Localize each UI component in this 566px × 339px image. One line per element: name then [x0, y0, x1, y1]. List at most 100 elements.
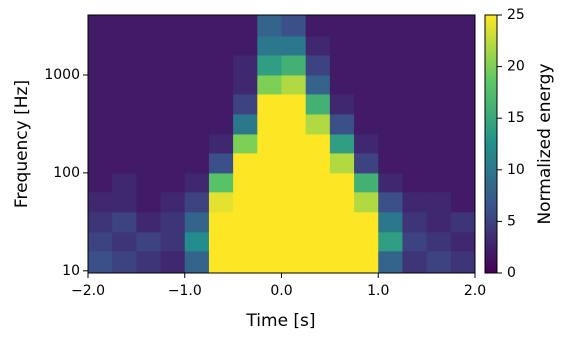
colorbar-tick-label: 10 [507, 162, 525, 178]
heatmap-cell [402, 211, 428, 233]
heatmap-cell [281, 133, 307, 154]
x-tick-label: 2.0 [464, 283, 486, 299]
heatmap-cell [281, 211, 307, 233]
heatmap-cell [160, 152, 186, 174]
heatmap-cell [112, 54, 137, 76]
heatmap-cell [426, 93, 452, 115]
heatmap-cell [426, 74, 452, 95]
heatmap-cell [354, 231, 379, 252]
heatmap-cell [88, 74, 113, 95]
heatmap-cell [426, 15, 452, 37]
colorbar-tick-label: 0 [507, 265, 516, 281]
heatmap-cell [402, 152, 428, 174]
heatmap-cell [450, 250, 476, 274]
heatmap-cell [233, 191, 258, 213]
heatmap-cell [233, 35, 258, 56]
heatmap-cell [402, 172, 428, 193]
heatmap-cell [378, 172, 403, 193]
heatmap-cell [208, 191, 234, 213]
heatmap-cell [136, 35, 162, 56]
heatmap-cell [184, 191, 210, 213]
heatmap-cell [184, 211, 210, 233]
heatmap-cell [450, 74, 476, 95]
heatmap-cell [160, 231, 186, 252]
heatmap-cell [136, 250, 162, 274]
heatmap-cell [257, 231, 282, 252]
heatmap-cell [160, 250, 186, 274]
heatmap-cell [402, 113, 428, 135]
heatmap-cell [184, 15, 210, 37]
heatmap-cell [184, 93, 210, 115]
heatmap-cell [160, 35, 186, 56]
heatmap-cell [112, 211, 137, 233]
heatmap-cell [136, 172, 162, 193]
colorbar-label: Normalized energy [535, 63, 555, 224]
heatmap-cell [402, 35, 428, 56]
heatmap-cell [378, 15, 403, 37]
heatmap-cell [184, 54, 210, 76]
heatmap-cell [112, 152, 137, 174]
heatmap-cell [329, 152, 355, 174]
heatmap-cell [112, 172, 137, 193]
heatmap-cell [281, 35, 307, 56]
heatmap-cell [88, 93, 113, 115]
heatmap-cell [208, 152, 234, 174]
heatmap-cell [329, 211, 355, 233]
heatmap-cell [257, 172, 282, 193]
heatmap-cell [329, 172, 355, 193]
heatmap-cell [354, 74, 379, 95]
heatmap-cell [233, 250, 258, 274]
heatmap-cell [160, 93, 186, 115]
heatmap-cell [184, 172, 210, 193]
heatmap-cell [426, 250, 452, 274]
heatmap-cell [184, 74, 210, 95]
heatmap-cell [136, 15, 162, 37]
heatmap-cell [112, 250, 137, 274]
heatmap-cell [402, 93, 428, 115]
heatmap-cell [305, 250, 331, 274]
heatmap-cell [354, 172, 379, 193]
heatmap-cell [233, 113, 258, 135]
heatmap-cell [257, 211, 282, 233]
heatmap-cell [281, 152, 307, 174]
heatmap-cell [426, 113, 452, 135]
x-tick-label: 1.0 [367, 283, 389, 299]
heatmap-cell [136, 152, 162, 174]
y-axis-label: Frequency [Hz] [12, 80, 32, 208]
heatmap-cell [450, 133, 476, 154]
heatmap-cell [88, 172, 113, 193]
heatmap-cell [354, 152, 379, 174]
heatmap-cell [450, 93, 476, 115]
heatmap-cell [402, 250, 428, 274]
colorbar [484, 14, 498, 274]
heatmap-cell [354, 35, 379, 56]
heatmap-cell [378, 152, 403, 174]
heatmap-cell [184, 35, 210, 56]
heatmap-cell [354, 191, 379, 213]
heatmap-cell [136, 191, 162, 213]
heatmap-cell [257, 191, 282, 213]
heatmap-cell [208, 172, 234, 193]
heatmap-cell [281, 74, 307, 95]
heatmap-cell [281, 113, 307, 135]
heatmap-cell [450, 15, 476, 37]
heatmap-cell [233, 74, 258, 95]
heatmap-cell [88, 191, 113, 213]
heatmap-cell [402, 191, 428, 213]
y-tick-label: 100 [53, 165, 80, 181]
heatmap-cell [281, 172, 307, 193]
y-tick-label: 1000 [44, 67, 80, 83]
heatmap-cell [257, 113, 282, 135]
heatmap-cell [281, 250, 307, 274]
heatmap-cell [88, 211, 113, 233]
heatmap-cell [112, 74, 137, 95]
heatmap-cell [305, 74, 331, 95]
heatmap-cell [378, 113, 403, 135]
heatmap-cell [88, 250, 113, 274]
heatmap-cell [305, 54, 331, 76]
heatmap-cell [378, 93, 403, 115]
heatmap-cell [305, 231, 331, 252]
heatmap-cell [208, 113, 234, 135]
heatmap-cell [257, 54, 282, 76]
